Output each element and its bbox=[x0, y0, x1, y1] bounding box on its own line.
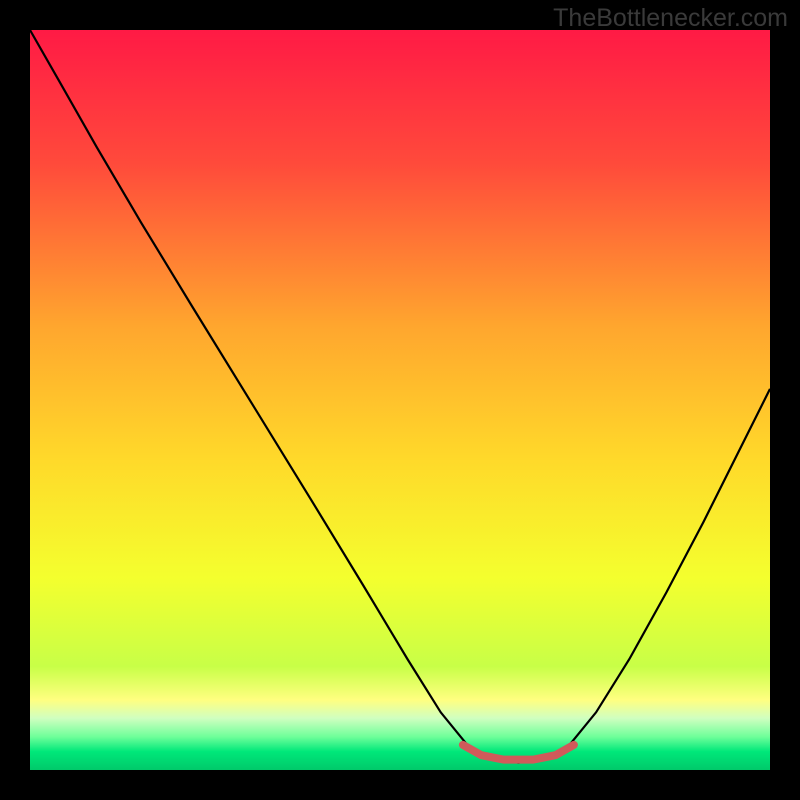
gradient-plot-area bbox=[30, 30, 770, 770]
chart-svg bbox=[0, 0, 800, 800]
chart-canvas: TheBottlenecker.com bbox=[0, 0, 800, 800]
